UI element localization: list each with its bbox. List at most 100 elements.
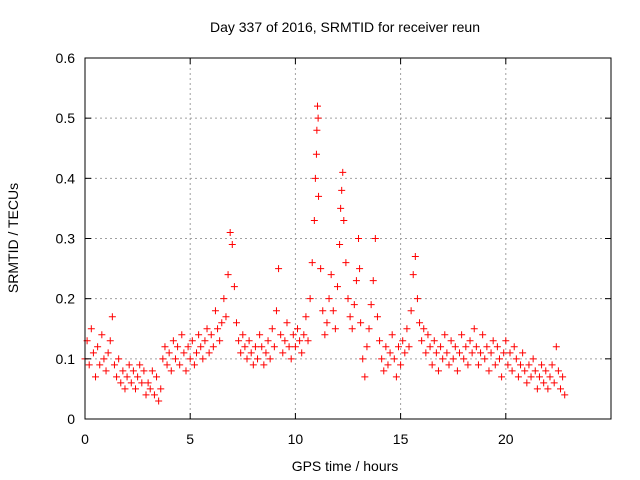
data-point <box>256 331 264 339</box>
data-point <box>300 331 308 339</box>
data-point <box>161 343 169 351</box>
data-point <box>544 385 552 393</box>
data-point <box>275 265 283 273</box>
data-point <box>281 337 289 345</box>
data-point <box>96 361 104 369</box>
data-point <box>373 313 381 321</box>
data-point <box>477 349 485 357</box>
data-point <box>540 379 548 387</box>
data-point <box>110 361 118 369</box>
data-point <box>148 367 156 375</box>
data-point <box>92 373 100 381</box>
data-point <box>113 373 121 381</box>
data-point <box>270 343 278 351</box>
data-point <box>365 325 373 333</box>
data-point <box>483 343 491 351</box>
data-point <box>157 385 165 393</box>
data-point <box>176 361 184 369</box>
data-point <box>89 349 97 357</box>
data-point <box>357 319 365 327</box>
data-point <box>338 186 346 194</box>
data-point <box>314 114 322 122</box>
data-point <box>416 319 424 327</box>
data-point <box>418 337 426 345</box>
data-point <box>182 367 190 375</box>
x-tick-labels: 0 5 10 15 20 <box>81 431 514 447</box>
data-point <box>298 349 306 357</box>
data-point <box>426 343 434 351</box>
data-point <box>134 373 142 381</box>
data-point <box>310 216 318 224</box>
data-point <box>535 373 543 381</box>
data-point <box>479 331 487 339</box>
data-point <box>386 349 394 357</box>
data-point <box>313 102 321 110</box>
data-point <box>108 313 116 321</box>
data-point <box>538 361 546 369</box>
data-point <box>384 361 392 369</box>
x-tick-label: 5 <box>186 431 194 447</box>
data-point <box>125 361 133 369</box>
data-point <box>121 385 129 393</box>
data-point <box>178 331 186 339</box>
data-point <box>87 325 95 333</box>
data-point <box>339 168 347 176</box>
data-point <box>481 355 489 363</box>
data-point <box>283 319 291 327</box>
data-point <box>174 343 182 351</box>
data-point <box>186 355 194 363</box>
data-point <box>260 361 268 369</box>
data-point <box>167 367 175 375</box>
data-point <box>464 361 472 369</box>
data-point <box>224 271 232 279</box>
x-tick-label: 15 <box>393 431 409 447</box>
data-point <box>495 355 503 363</box>
data-point <box>485 367 493 375</box>
data-point <box>190 361 198 369</box>
data-point <box>378 355 386 363</box>
data-point <box>561 391 569 399</box>
data-point <box>500 349 508 357</box>
data-point <box>289 331 297 339</box>
data-point <box>199 355 207 363</box>
scatter-series-srmtid <box>81 102 569 405</box>
data-point <box>218 319 226 327</box>
data-point <box>203 325 211 333</box>
axis-ticks <box>84 57 611 420</box>
data-point <box>98 331 106 339</box>
data-point <box>519 349 527 357</box>
data-point <box>491 361 499 369</box>
y-tick-label: 0.1 <box>56 351 76 367</box>
data-point <box>369 277 377 285</box>
data-point <box>397 361 405 369</box>
data-point <box>226 228 234 236</box>
data-point <box>521 367 529 375</box>
data-point <box>188 337 196 345</box>
data-point <box>559 373 567 381</box>
data-point <box>119 367 127 375</box>
data-point <box>557 385 565 393</box>
data-point <box>411 253 419 261</box>
data-point <box>197 343 205 351</box>
data-point <box>514 373 522 381</box>
data-point <box>399 337 407 345</box>
data-point <box>311 174 319 182</box>
data-point <box>243 355 251 363</box>
data-point <box>237 349 245 357</box>
data-point <box>317 265 325 273</box>
data-point <box>249 361 257 369</box>
data-point <box>546 373 554 381</box>
data-point <box>517 361 525 369</box>
data-point <box>279 349 287 357</box>
data-point <box>466 337 474 345</box>
data-point <box>104 349 112 357</box>
data-point <box>142 391 150 399</box>
data-point <box>449 355 457 363</box>
data-point <box>445 361 453 369</box>
data-point <box>302 313 310 321</box>
data-point <box>115 355 123 363</box>
data-point <box>348 325 356 333</box>
x-tick-label: 20 <box>498 431 514 447</box>
data-point <box>169 337 177 345</box>
